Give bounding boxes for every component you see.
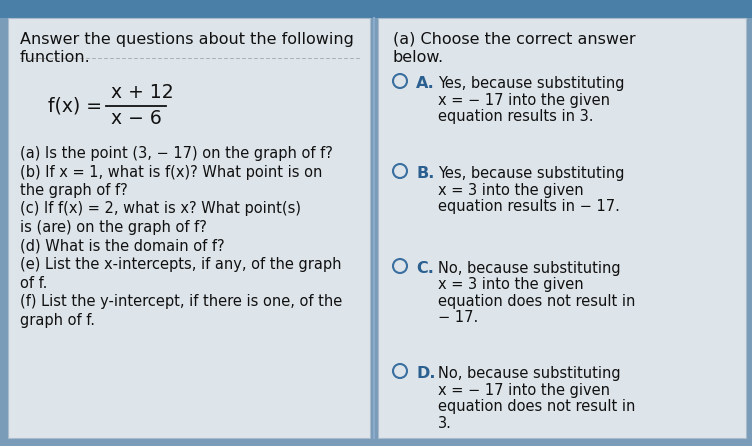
Text: 3.: 3. <box>438 416 452 430</box>
Text: No, because substituting: No, because substituting <box>438 261 620 276</box>
Text: x = 3 into the given: x = 3 into the given <box>438 277 584 293</box>
Text: x = − 17 into the given: x = − 17 into the given <box>438 92 610 107</box>
Text: Answer the questions about the following: Answer the questions about the following <box>20 32 354 47</box>
Text: below.: below. <box>393 50 444 65</box>
Text: (a) Is the point (3, − 17) on the graph of f?: (a) Is the point (3, − 17) on the graph … <box>20 146 333 161</box>
Text: (d) What is the domain of f?: (d) What is the domain of f? <box>20 239 225 253</box>
Text: Yes, because substituting: Yes, because substituting <box>438 166 624 181</box>
Text: (b) If x = 1, what is f(x)? What point is on: (b) If x = 1, what is f(x)? What point i… <box>20 165 323 179</box>
Text: (f) List the y-intercept, if there is one, of the: (f) List the y-intercept, if there is on… <box>20 294 342 309</box>
Text: B.: B. <box>416 166 435 181</box>
Text: D.: D. <box>416 366 435 381</box>
Text: the graph of f?: the graph of f? <box>20 183 128 198</box>
Text: x = − 17 into the given: x = − 17 into the given <box>438 383 610 397</box>
Text: of f.: of f. <box>20 276 47 290</box>
Text: (a) Choose the correct answer: (a) Choose the correct answer <box>393 32 635 47</box>
Text: equation does not result in: equation does not result in <box>438 294 635 309</box>
Text: (c) If f(x) = 2, what is x? What point(s): (c) If f(x) = 2, what is x? What point(s… <box>20 202 301 216</box>
Text: f(x) =: f(x) = <box>48 96 102 116</box>
Bar <box>0 0 752 18</box>
Text: equation results in − 17.: equation results in − 17. <box>438 199 620 214</box>
Text: x + 12: x + 12 <box>111 83 174 103</box>
Text: C.: C. <box>416 261 434 276</box>
Text: (e) List the x-intercepts, if any, of the graph: (e) List the x-intercepts, if any, of th… <box>20 257 341 272</box>
Text: A.: A. <box>416 76 435 91</box>
Text: equation does not result in: equation does not result in <box>438 399 635 414</box>
Text: Yes, because substituting: Yes, because substituting <box>438 76 624 91</box>
Text: graph of f.: graph of f. <box>20 313 95 327</box>
FancyBboxPatch shape <box>378 18 746 438</box>
Text: x = 3 into the given: x = 3 into the given <box>438 182 584 198</box>
Text: No, because substituting: No, because substituting <box>438 366 620 381</box>
Text: − 17.: − 17. <box>438 310 478 326</box>
Text: equation results in 3.: equation results in 3. <box>438 109 593 124</box>
Text: is (are) on the graph of f?: is (are) on the graph of f? <box>20 220 207 235</box>
FancyBboxPatch shape <box>8 18 370 438</box>
Text: x − 6: x − 6 <box>111 110 162 128</box>
Text: function.: function. <box>20 50 91 65</box>
